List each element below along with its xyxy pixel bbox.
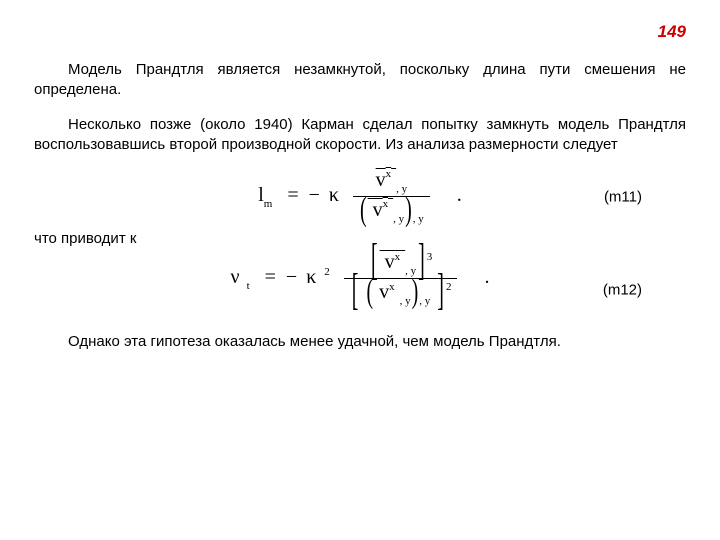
eq2-den-outsub: , y	[419, 295, 430, 307]
eq2-num-exp: 3	[427, 251, 433, 263]
page-number: 149	[658, 22, 686, 42]
lead-text: что приводит к	[34, 230, 686, 247]
eq2-kappa: κ	[306, 266, 316, 288]
eq1-lhs-sub: m	[264, 198, 273, 210]
eq2-period: .	[462, 266, 489, 288]
eq2-den-exp: 2	[446, 281, 452, 293]
eq1-fraction: vx , y ( vx , y), y	[353, 169, 430, 224]
eq2-num-v: v	[385, 251, 395, 273]
eq2-fraction: [ vx , y]3 [ ( vx , y), y ]2	[344, 251, 458, 306]
paragraph-2: Несколько позже (около 1940) Карман сдел…	[34, 115, 686, 156]
eq1-den-sub1: , y	[393, 213, 404, 225]
eq1-kappa: κ	[329, 184, 339, 206]
eq2-den-sub1: , y	[400, 295, 411, 307]
eq2-lhs: ν	[231, 266, 240, 288]
eq2-lhs-sub: t	[245, 280, 250, 292]
equation-m12-label: (m12)	[603, 281, 642, 298]
eq1-den-sup: x	[383, 198, 389, 210]
eq1-den-v: v	[373, 199, 383, 221]
eq1-num-v: v	[376, 169, 386, 191]
eq1-period: .	[435, 184, 462, 206]
eq1-num-sup: x	[386, 168, 392, 180]
paragraph-3: Однако эта гипотеза оказалась менее удач…	[34, 332, 686, 352]
eq2-den-sup: x	[389, 281, 395, 293]
eq2-num-sup: x	[395, 251, 401, 263]
equation-m11-label: (m11)	[604, 188, 642, 205]
equation-m11: lm =− κ vx , y ( vx , y), y	[34, 169, 686, 224]
paragraph-1: Модель Прандтля является незамкнутой, по…	[34, 60, 686, 101]
equation-m11-expr: lm =− κ vx , y ( vx , y), y	[258, 169, 462, 224]
page: 149 Модель Прандтля является незамкнутой…	[0, 0, 720, 540]
eq1-den-outsub: , y	[413, 213, 424, 225]
eq2-kappa-exp: 2	[321, 266, 330, 278]
equation-m12-expr: ν t =− κ 2 [ vx , y]3 [ ( vx	[231, 251, 490, 306]
eq2-den-v: v	[379, 281, 389, 303]
equation-m12: ν t =− κ 2 [ vx , y]3 [ ( vx	[34, 251, 686, 306]
eq1-lhs: l	[258, 184, 264, 206]
